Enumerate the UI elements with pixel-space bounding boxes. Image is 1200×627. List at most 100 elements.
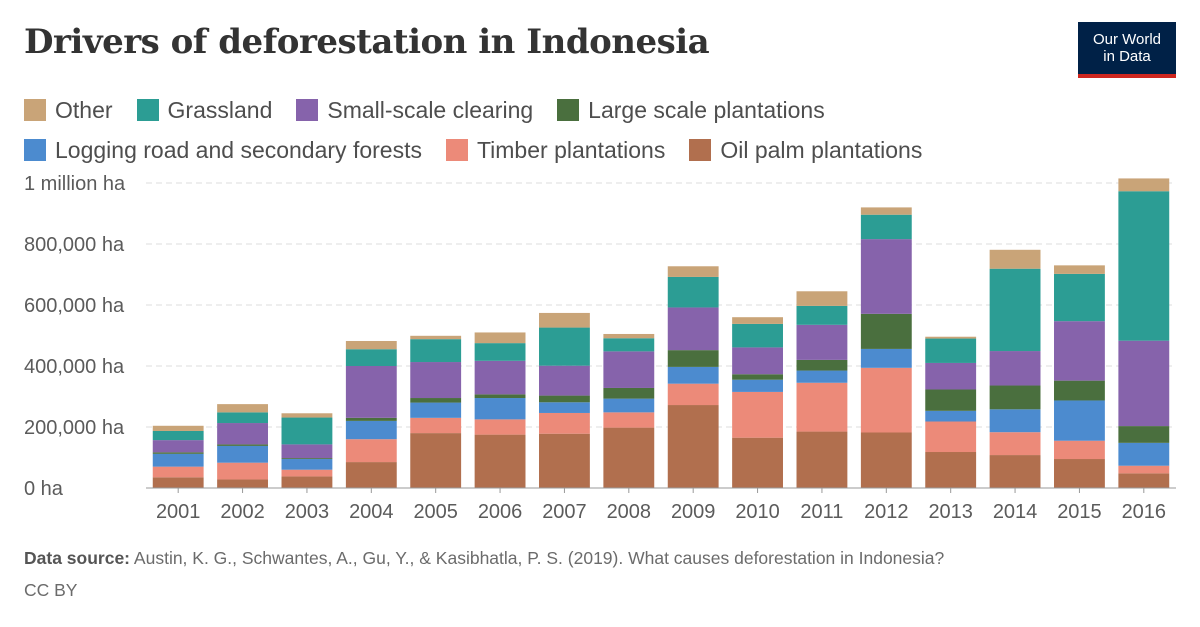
bar-segment-other-2016 — [1118, 178, 1170, 192]
bar-segment-small-scale-clearing-2005 — [410, 362, 462, 399]
bar-segment-logging-road-and-secondary-forests-2004 — [345, 420, 397, 440]
x-tick-label: 2001 — [156, 501, 201, 523]
bar-segment-small-scale-clearing-2011 — [796, 324, 848, 360]
bar-segment-oil-palm-plantations-2001 — [152, 477, 204, 488]
bar-segment-oil-palm-plantations-2014 — [989, 455, 1041, 488]
bar-segment-small-scale-clearing-2010 — [732, 347, 783, 375]
bar-segment-timber-plantations-2012 — [860, 367, 912, 433]
legend-item-logging-road-and-secondary-forests[interactable]: Logging road and secondary forests — [24, 136, 422, 163]
bar-segment-grassland-2010 — [732, 323, 783, 348]
bar-segment-timber-plantations-2005 — [410, 417, 462, 434]
bar-segment-logging-road-and-secondary-forests-2007 — [539, 402, 590, 413]
our-world-in-data-logo[interactable]: Our World in Data — [1078, 22, 1176, 78]
bar-segment-large-scale-plantations-2014 — [989, 385, 1041, 410]
bar-segment-oil-palm-plantations-2012 — [860, 432, 912, 488]
legend-item-grassland[interactable]: Grassland — [136, 97, 272, 123]
bar-segment-other-2003 — [281, 413, 333, 418]
bar-segment-other-2006 — [474, 332, 526, 344]
bar-segment-other-2009 — [667, 266, 719, 277]
legend-item-oil-palm-plantations[interactable]: Oil palm plantations — [689, 137, 922, 163]
x-tick-label: 2016 — [1122, 501, 1167, 523]
bar-segment-grassland-2004 — [345, 349, 397, 366]
x-tick-label: 2009 — [671, 501, 716, 523]
logo-line-1: Our World — [1092, 31, 1162, 48]
bar-segment-timber-plantations-2011 — [796, 382, 848, 432]
x-tick-label: 2007 — [542, 501, 587, 523]
legend-swatch — [445, 139, 468, 161]
bar-segment-oil-palm-plantations-2009 — [667, 405, 719, 488]
legend-swatch — [296, 99, 319, 121]
bar-segment-logging-road-and-secondary-forests-2006 — [474, 398, 526, 420]
bar-segment-oil-palm-plantations-2013 — [925, 452, 977, 488]
license: CC BY — [24, 580, 78, 600]
bar-segment-grassland-2005 — [410, 339, 462, 363]
bar-segment-grassland-2009 — [667, 276, 719, 308]
x-tick-label: 2012 — [864, 501, 909, 523]
y-tick-label: 200,000 ha — [24, 417, 125, 439]
bar-segment-oil-palm-plantations-2011 — [796, 431, 848, 488]
bar-segment-oil-palm-plantations-2015 — [1054, 459, 1105, 488]
bar-segment-large-scale-plantations-2007 — [539, 395, 590, 403]
bar-segment-small-scale-clearing-2002 — [217, 423, 268, 445]
bar-segment-oil-palm-plantations-2010 — [732, 437, 783, 488]
legend-label: Timber plantations — [476, 136, 666, 163]
bar-segment-logging-road-and-secondary-forests-2014 — [989, 409, 1041, 433]
bar-segment-grassland-2016 — [1118, 191, 1170, 341]
bar-segment-large-scale-plantations-2003 — [281, 458, 333, 460]
bar-segment-other-2013 — [925, 336, 977, 339]
bar-segment-grassland-2006 — [474, 343, 526, 361]
legend-item-large-scale-plantations[interactable]: Large scale plantations — [557, 96, 825, 123]
bar-segment-large-scale-plantations-2013 — [925, 389, 977, 411]
page-title: Drivers of deforestation in Indonesia — [24, 22, 710, 62]
bar-segment-oil-palm-plantations-2007 — [539, 433, 590, 488]
legend-item-other[interactable]: Other — [24, 97, 113, 123]
x-tick-label: 2010 — [735, 501, 780, 523]
bar-segment-grassland-2008 — [603, 338, 655, 352]
bar-segment-timber-plantations-2009 — [667, 383, 719, 406]
bar-segment-logging-road-and-secondary-forests-2010 — [732, 379, 783, 392]
x-tick-label: 2006 — [478, 501, 523, 523]
legend-swatch — [689, 139, 712, 161]
bar-segment-grassland-2007 — [539, 327, 590, 366]
chart-legend: Other Grassland Small-scale clearing Large … — [24, 96, 1024, 163]
bar-segment-small-scale-clearing-2003 — [281, 444, 333, 459]
x-tick-label: 2013 — [928, 501, 973, 523]
bar-segment-other-2014 — [989, 249, 1041, 269]
bar-segment-other-2008 — [603, 333, 655, 339]
bar-segment-oil-palm-plantations-2016 — [1118, 473, 1170, 488]
bar-segment-grassland-2012 — [860, 214, 912, 240]
bar-segment-small-scale-clearing-2006 — [474, 360, 526, 395]
legend-item-timber-plantations[interactable]: Timber plantations — [445, 136, 666, 163]
bar-segment-timber-plantations-2001 — [152, 466, 204, 478]
y-tick-label: 1 million ha — [24, 173, 126, 195]
bar-segment-timber-plantations-2006 — [474, 419, 526, 435]
data-source: Data source: Austin, K. G., Schwantes, A… — [24, 548, 944, 569]
x-tick-label: 2004 — [349, 501, 394, 523]
legend-item-small-scale-clearing[interactable]: Small-scale clearing — [296, 97, 533, 123]
data-source-text: Austin, K. G., Schwantes, A., Gu, Y., & … — [133, 548, 945, 568]
bar-segment-oil-palm-plantations-2008 — [603, 427, 655, 488]
bar-segment-logging-road-and-secondary-forests-2013 — [925, 410, 977, 422]
logo-line-2: in Data — [1103, 48, 1151, 65]
bar-segment-large-scale-plantations-2006 — [474, 394, 526, 399]
bar-segment-logging-road-and-secondary-forests-2001 — [152, 453, 204, 467]
bar-segment-logging-road-and-secondary-forests-2016 — [1118, 442, 1170, 466]
legend-label: Logging road and secondary forests — [55, 136, 422, 163]
x-tick-label: 2002 — [220, 501, 265, 523]
bar-segment-large-scale-plantations-2008 — [603, 387, 655, 399]
x-tick-label: 2011 — [800, 501, 843, 523]
bar-segment-other-2007 — [539, 312, 590, 328]
bar-segment-timber-plantations-2015 — [1054, 440, 1105, 460]
bar-segment-small-scale-clearing-2001 — [152, 440, 204, 453]
bar-segment-small-scale-clearing-2012 — [860, 239, 912, 314]
bar-segment-timber-plantations-2002 — [217, 462, 268, 480]
bar-segment-grassland-2014 — [989, 268, 1041, 352]
legend-label: Large scale plantations — [588, 96, 825, 123]
bar-segment-small-scale-clearing-2014 — [989, 351, 1041, 386]
legend-swatch — [136, 99, 159, 121]
bar-segment-small-scale-clearing-2008 — [603, 351, 655, 388]
legend-swatch — [24, 139, 46, 161]
bar-segment-small-scale-clearing-2015 — [1054, 321, 1105, 381]
y-tick-label: 600,000 ha — [24, 295, 125, 317]
bar-segment-oil-palm-plantations-2002 — [217, 479, 268, 488]
